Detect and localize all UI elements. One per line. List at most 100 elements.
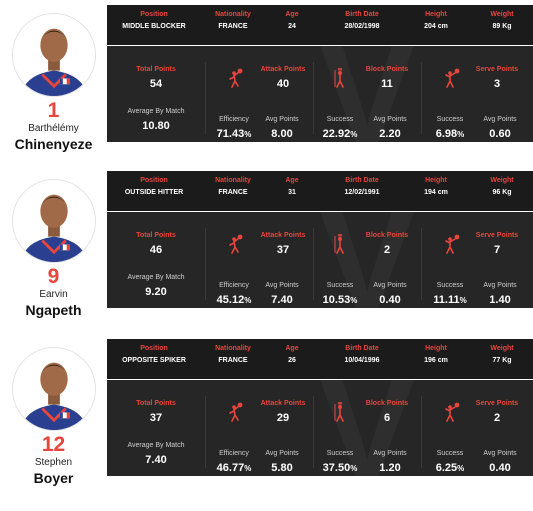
block-points-value: 11 bbox=[381, 78, 393, 90]
attack-avg-label: Avg Points bbox=[265, 116, 299, 123]
position-label: Position bbox=[140, 11, 168, 18]
nationality-label: Nationality bbox=[215, 11, 251, 18]
average-by-match-value: 10.80 bbox=[142, 120, 170, 132]
serve-success-label: Success bbox=[436, 450, 464, 457]
block-success-value: 10.53% bbox=[322, 294, 358, 306]
player-first-name: Stephen bbox=[34, 457, 73, 468]
serve-points-value: 2 bbox=[493, 412, 501, 424]
serve-avg-value: 0.40 bbox=[489, 462, 511, 474]
birth-date-value: 28/02/1998 bbox=[344, 23, 380, 30]
total-points-value: 46 bbox=[149, 244, 163, 256]
player-stats-panel: V Total Points 37 Average By Match 7.40 … bbox=[107, 380, 533, 476]
birth-date-label: Birth Date bbox=[345, 11, 379, 18]
attack-player-icon bbox=[229, 68, 243, 88]
serve-points-value: 3 bbox=[493, 78, 501, 90]
serve-avg-label: Avg Points bbox=[483, 450, 517, 457]
attack-points-label: Attack Points bbox=[260, 400, 306, 407]
attack-avg-value: 8.00 bbox=[271, 128, 293, 140]
total-points-label: Total Points bbox=[136, 232, 176, 239]
total-points-value: 54 bbox=[149, 78, 163, 90]
player-number: 9 bbox=[47, 265, 60, 288]
age-value: 31 bbox=[288, 189, 296, 196]
serve-success-value: 6.98% bbox=[435, 128, 465, 140]
player-identity: 9 Earvin Ngapeth bbox=[0, 171, 107, 329]
nationality-label: Nationality bbox=[215, 177, 251, 184]
serve-success-value: 11.11% bbox=[433, 294, 467, 306]
player-stats-panel: V Total Points 46 Average By Match 9.20 … bbox=[107, 212, 533, 308]
weight-value: 96 Kg bbox=[492, 189, 512, 196]
attack-avg-value: 5.80 bbox=[271, 462, 293, 474]
age-label: Age bbox=[285, 11, 299, 18]
attack-avg-value: 7.40 bbox=[271, 294, 293, 306]
weight-label: Weight bbox=[490, 177, 514, 184]
attack-efficiency-value: 45.12% bbox=[216, 294, 252, 306]
block-success-value: 37.50% bbox=[322, 462, 358, 474]
serve-avg-value: 0.60 bbox=[489, 128, 511, 140]
total-points-value: 37 bbox=[149, 412, 163, 424]
player-avatar bbox=[12, 179, 96, 263]
attack-efficiency-label: Efficiency bbox=[219, 282, 249, 289]
weight-value: 89 Kg bbox=[492, 23, 512, 30]
attack-points-value: 40 bbox=[276, 78, 290, 90]
height-value: 194 cm bbox=[424, 189, 448, 196]
total-points-label: Total Points bbox=[136, 66, 176, 73]
player-photo-icon bbox=[13, 180, 95, 262]
serve-points-label: Serve Points bbox=[475, 232, 519, 239]
serve-avg-label: Avg Points bbox=[483, 282, 517, 289]
player-avatar bbox=[12, 347, 96, 431]
attack-points-value: 37 bbox=[276, 244, 290, 256]
age-value: 24 bbox=[288, 23, 296, 30]
serve-success-value: 6.25% bbox=[435, 462, 465, 474]
nationality-value: FRANCE bbox=[218, 357, 248, 364]
attack-points-value: 29 bbox=[276, 412, 290, 424]
position-label: Position bbox=[140, 177, 168, 184]
average-by-match-label: Average By Match bbox=[127, 274, 185, 281]
attack-player-icon bbox=[229, 402, 243, 422]
birth-date-value: 12/02/1991 bbox=[344, 189, 380, 196]
weight-label: Weight bbox=[490, 11, 514, 18]
serve-points-label: Serve Points bbox=[475, 400, 519, 407]
age-label: Age bbox=[285, 345, 299, 352]
block-avg-value: 0.40 bbox=[379, 294, 401, 306]
player-info-bar: Position MIDDLE BLOCKER Nationality FRAN… bbox=[107, 5, 533, 45]
serve-avg-value: 1.40 bbox=[489, 294, 511, 306]
serve-player-icon bbox=[445, 234, 460, 254]
serve-points-label: Serve Points bbox=[475, 66, 519, 73]
block-success-label: Success bbox=[326, 282, 354, 289]
player-card-12: 12 Stephen Boyer Position OPPOSITE SPIKE… bbox=[0, 339, 533, 502]
block-player-icon bbox=[334, 234, 344, 254]
attack-avg-label: Avg Points bbox=[265, 282, 299, 289]
average-by-match-value: 7.40 bbox=[145, 454, 167, 466]
age-value: 26 bbox=[288, 357, 296, 364]
player-stats-panel: V Total Points 54 Average By Match 10.80… bbox=[107, 46, 533, 142]
player-identity: 1 Barthélémy Chinenyeze bbox=[0, 5, 107, 165]
serve-player-icon bbox=[445, 402, 460, 422]
block-avg-value: 2.20 bbox=[379, 128, 401, 140]
block-avg-label: Avg Points bbox=[373, 282, 407, 289]
player-photo-icon bbox=[13, 348, 95, 430]
position-value: OPPOSITE SPIKER bbox=[122, 357, 186, 364]
serve-success-label: Success bbox=[436, 282, 464, 289]
average-by-match-value: 9.20 bbox=[145, 286, 167, 298]
attack-avg-label: Avg Points bbox=[265, 450, 299, 457]
player-last-name: Boyer bbox=[33, 470, 74, 486]
block-player-icon bbox=[334, 402, 344, 422]
block-points-label: Block Points bbox=[365, 232, 409, 239]
attack-points-label: Attack Points bbox=[260, 232, 306, 239]
height-value: 196 cm bbox=[424, 357, 448, 364]
block-avg-label: Avg Points bbox=[373, 116, 407, 123]
player-last-name: Ngapeth bbox=[25, 302, 82, 318]
height-label: Height bbox=[425, 345, 447, 352]
weight-value: 77 Kg bbox=[492, 357, 512, 364]
player-photo-icon bbox=[13, 14, 95, 96]
total-points-label: Total Points bbox=[136, 400, 176, 407]
block-points-value: 6 bbox=[383, 412, 391, 424]
birth-date-value: 10/04/1996 bbox=[344, 357, 380, 364]
block-success-label: Success bbox=[326, 116, 354, 123]
player-card-1: 1 Barthélémy Chinenyeze Position MIDDLE … bbox=[0, 5, 533, 168]
block-success-value: 22.92% bbox=[322, 128, 358, 140]
serve-points-value: 7 bbox=[493, 244, 501, 256]
serve-avg-label: Avg Points bbox=[483, 116, 517, 123]
player-avatar bbox=[12, 13, 96, 97]
player-info-bar: Position OPPOSITE SPIKER Nationality FRA… bbox=[107, 339, 533, 379]
